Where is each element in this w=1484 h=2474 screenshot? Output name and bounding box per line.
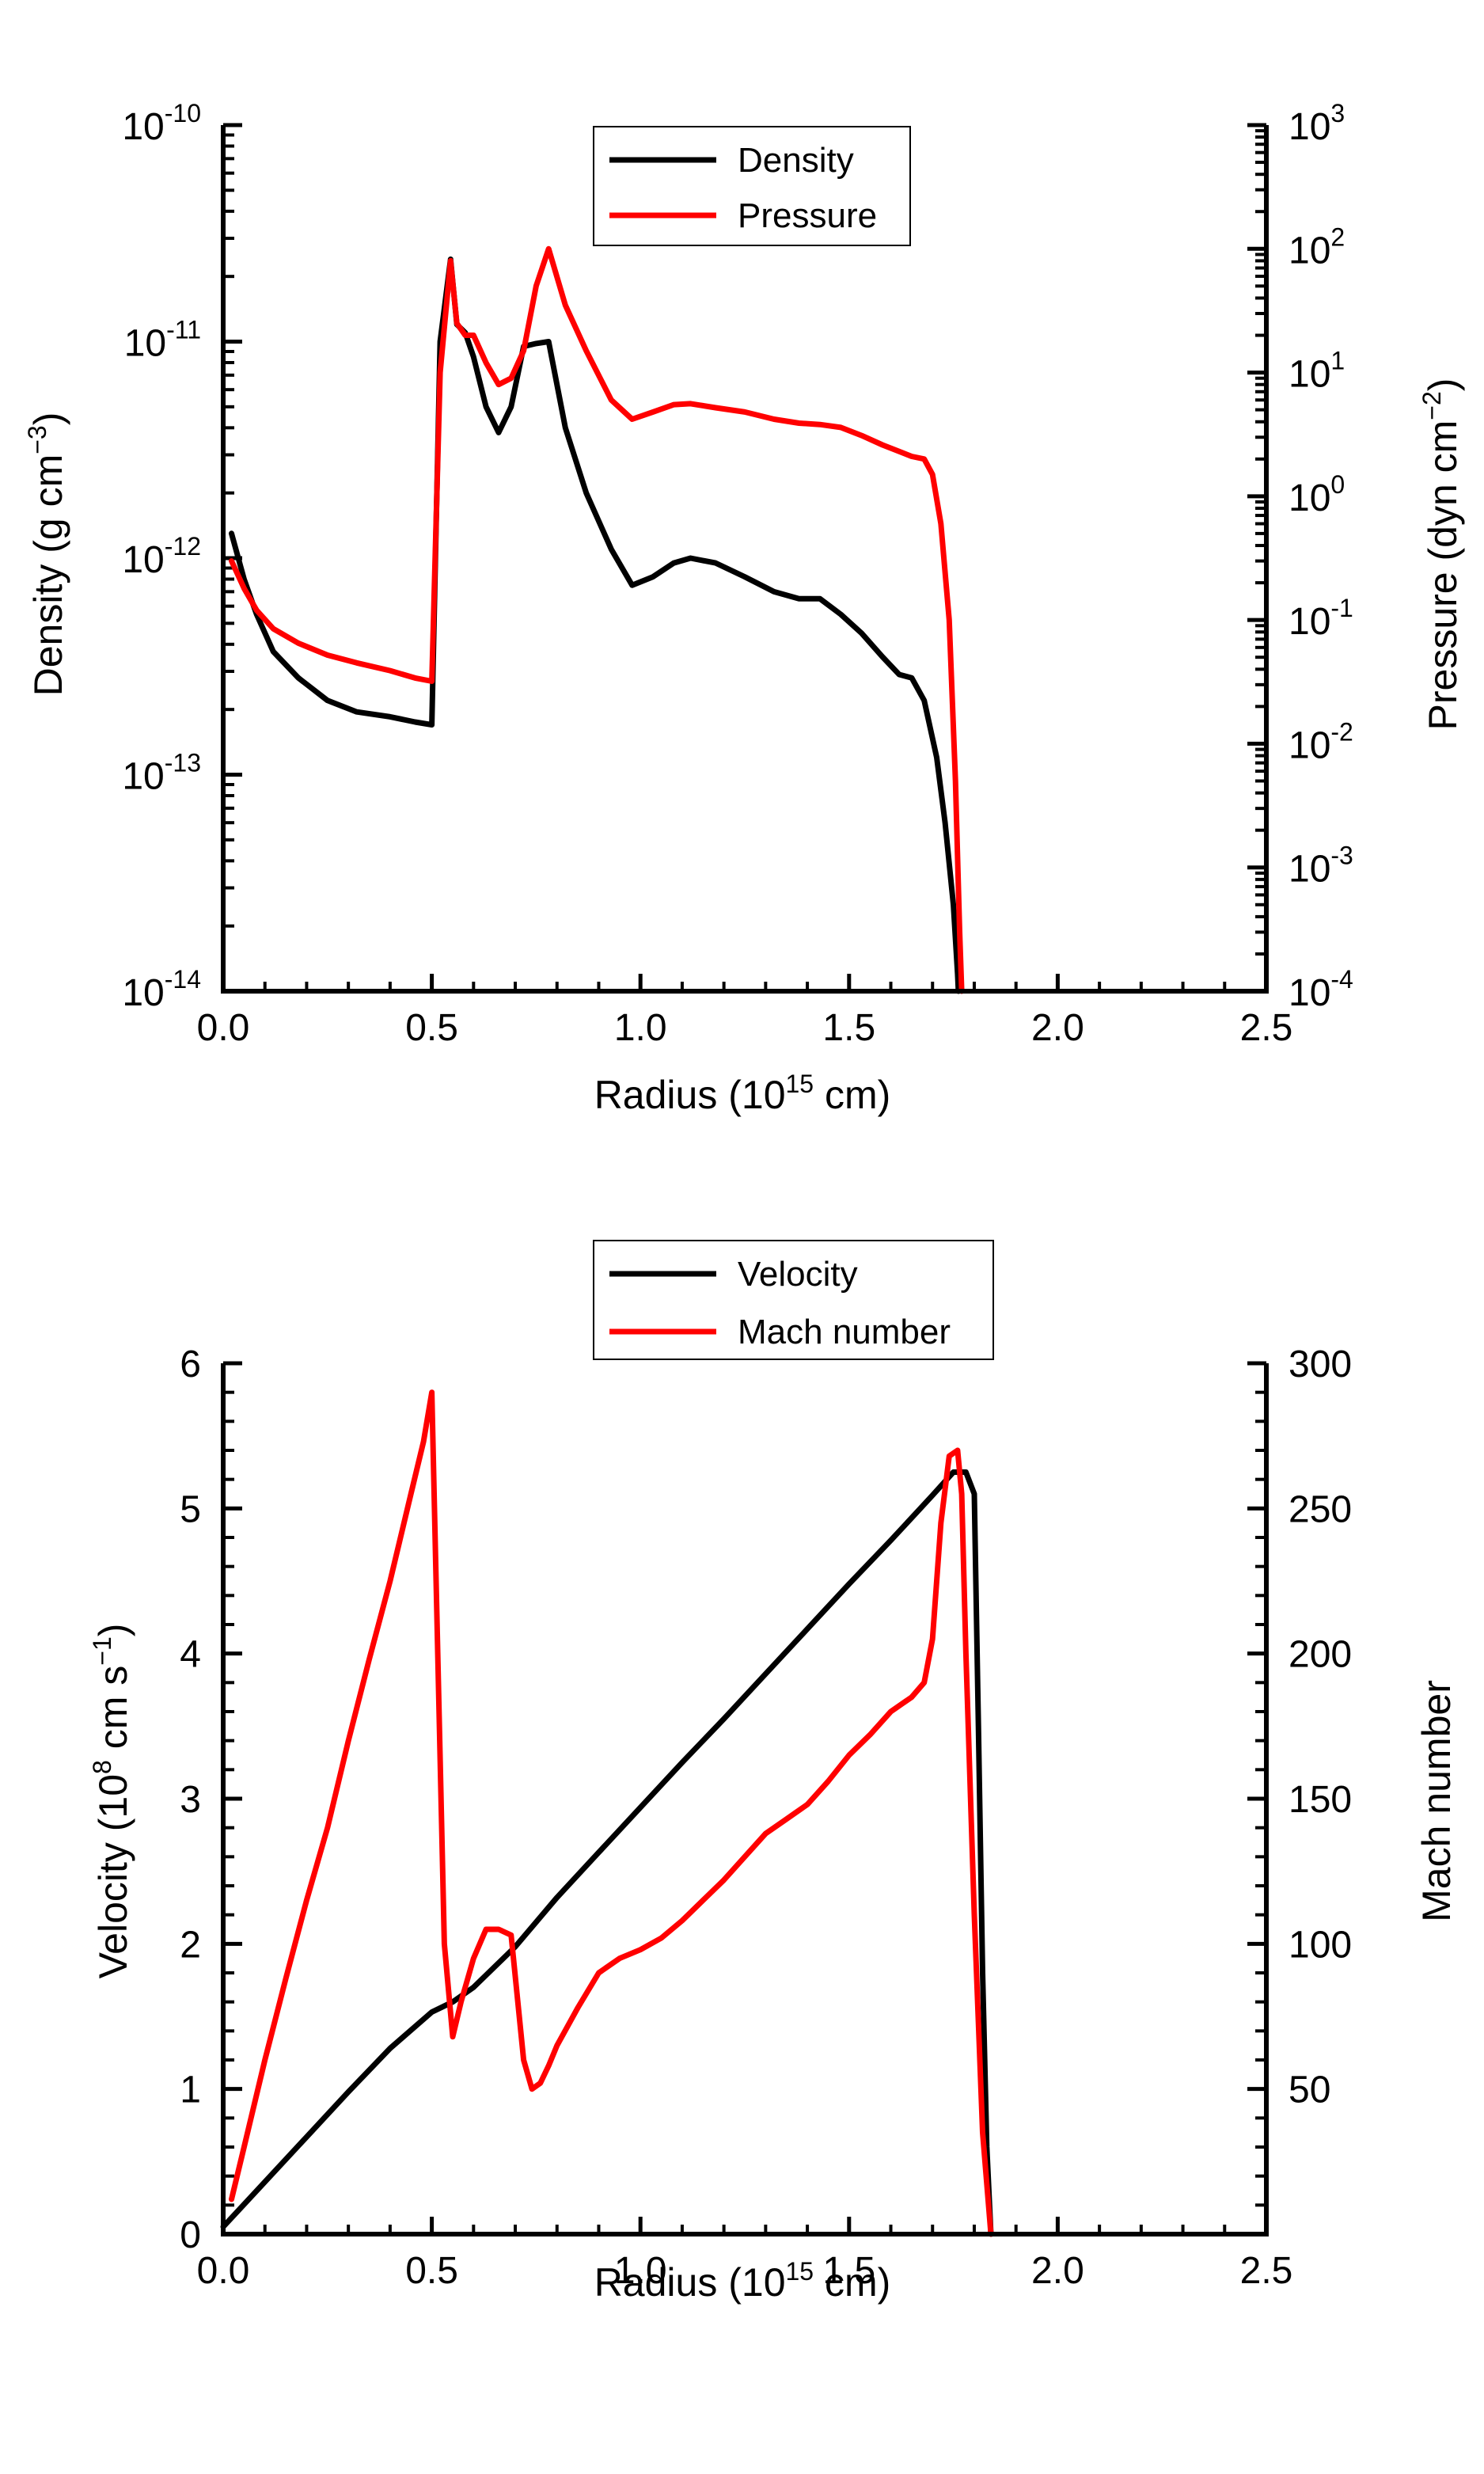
right-tick-label: 300 [1289,1343,1352,1385]
series-line-pressure [229,245,965,994]
series-line-density [229,257,962,994]
x-tick-label: 0.0 [197,2250,250,2292]
left-tick-label: 0 [180,2214,201,2256]
x-tick-label: 1.0 [614,1007,667,1049]
velocity-mach-panel: 0.0 0.5 1.0 1.5 2.0 2.5 0 1 2 3 4 5 6 50 100 150 200 250 3… [88,1240,1459,2305]
right-tick-label: 103 [1289,99,1345,148]
x-tick-label: 1.5 [822,2250,875,2292]
right-tick-label: 50 [1289,2069,1330,2111]
left-tick-label: 2 [180,1924,201,1966]
right-tick-label: 10-4 [1289,965,1353,1014]
bottom-tick-labels: 0.0 0.5 1.0 1.5 2.0 2.5 0 1 2 3 4 5 6 50 100 150 200 250 3… [180,1343,1352,2292]
series-line-velocity [220,1469,994,2237]
left-tick-label: 10-14 [122,965,201,1014]
bottom-legend: Velocity Mach number [593,1240,994,1360]
right-tick-label: 100 [1289,470,1345,519]
left-tick-label: 5 [180,1488,201,1530]
x-tick-label: 0.5 [405,2250,458,2292]
bottom-y2-axis-title: Mach number [1414,1680,1459,1922]
x-tick-label: 0.5 [405,1007,458,1049]
x-tick-label: 1.5 [822,1007,875,1049]
bottom-axis-frame [221,1363,1269,2236]
right-tick-label: 10-2 [1289,717,1353,766]
legend-velocity-label: Velocity [738,1255,858,1294]
density-pressure-panel: 0.0 0.5 1.0 1.5 2.0 2.5 10-10 10-11 10-12 10-13 10… [23,99,1465,1117]
left-tick-label: 10-13 [122,749,201,798]
left-tick-label: 3 [180,1779,201,1821]
left-tick-label: 10-10 [122,99,201,148]
series-line-mach-number [229,1389,994,2237]
left-tick-label: 4 [180,1634,201,1676]
right-tick-label: 250 [1289,1488,1352,1530]
top-legend: Density Pressure [593,126,911,246]
top-legend-box [593,126,911,246]
top-y-axis-title: Density (g cm−3) [23,412,70,697]
top-y2-axis-title: Pressure (dyn cm−2) [1418,378,1465,731]
right-tick-label: 10-3 [1289,842,1353,891]
left-tick-label: 1 [180,2069,201,2111]
right-tick-label: 101 [1289,347,1345,396]
x-tick-label: 2.0 [1031,1007,1084,1049]
top-series-lines [229,245,965,994]
left-tick-label: 6 [180,1343,201,1385]
right-tick-label: 102 [1289,222,1345,272]
legend-mach-label: Mach number [738,1313,951,1351]
x-tick-label: 2.0 [1031,2250,1084,2292]
top-x-axis-title: Radius (1015 cm) [594,1070,891,1117]
right-tick-label: 10-1 [1289,594,1353,643]
x-tick-label: 1.0 [614,2250,667,2292]
x-tick-label: 2.5 [1240,2250,1293,2292]
bottom-y-axis-title: Velocity (108 cm s−1) [88,1624,135,1979]
x-tick-label: 0.0 [197,1007,250,1049]
bottom-series-lines [220,1389,994,2237]
top-axis-frame [221,125,1269,994]
left-tick-label: 10-12 [122,532,201,581]
right-tick-label: 200 [1289,1634,1352,1676]
right-tick-label: 100 [1289,1924,1352,1966]
left-tick-label: 10-11 [124,316,201,365]
x-tick-label: 2.5 [1240,1007,1293,1049]
legend-pressure-label: Pressure [738,196,877,235]
right-tick-label: 150 [1289,1779,1352,1821]
bottom-legend-box [593,1240,994,1360]
top-tick-labels: 0.0 0.5 1.0 1.5 2.0 2.5 10-10 10-11 10-12 10-13 10… [122,99,1353,1049]
bottom-x-axis-title: Radius (1015 cm) [594,2257,891,2305]
legend-density-label: Density [738,141,854,180]
